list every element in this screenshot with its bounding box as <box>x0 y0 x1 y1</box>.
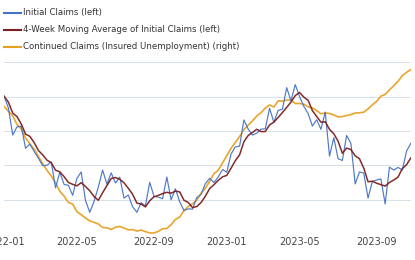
Text: 4-Week Moving Average of Initial Claims (left): 4-Week Moving Average of Initial Claims … <box>23 25 220 34</box>
Text: Continued Claims (Insured Unemployment) (right): Continued Claims (Insured Unemployment) … <box>23 42 239 51</box>
Text: Initial Claims (left): Initial Claims (left) <box>23 8 102 17</box>
